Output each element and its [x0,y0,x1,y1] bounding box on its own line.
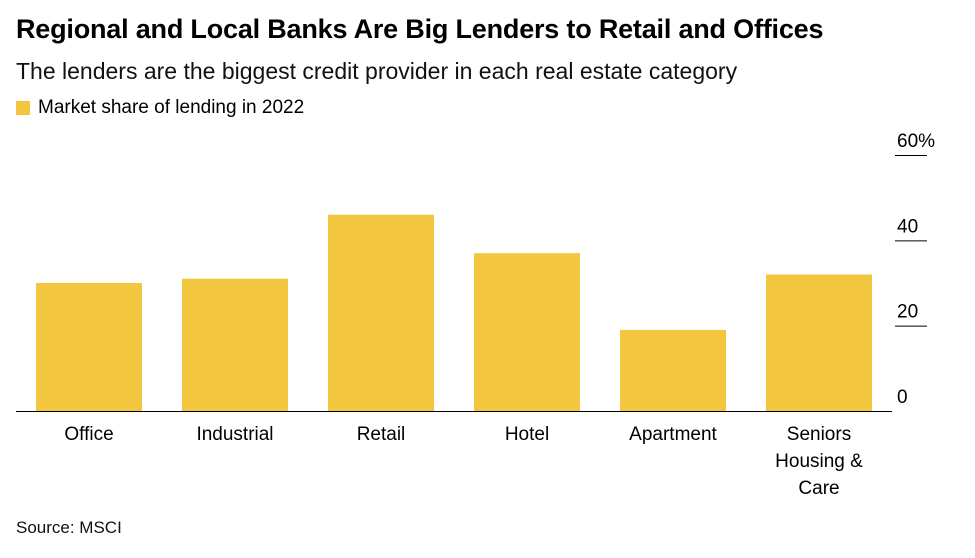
chart-title: Regional and Local Banks Are Big Lenders… [16,14,824,44]
chart-subtitle: The lenders are the biggest credit provi… [16,58,738,84]
legend: Market share of lending in 2022 [16,97,304,119]
bar-office [36,283,142,411]
x-tick-label: Office [64,424,113,445]
x-tick-label: Retail [357,424,406,445]
x-tick-label: Industrial [196,424,273,445]
y-tick-label: 40 [897,216,918,237]
source-note: Source: MSCI [16,518,122,537]
bar-seniors-housing-care [766,274,872,411]
legend-label: Market share of lending in 2022 [38,97,305,118]
y-tick-label: 60% [897,131,935,152]
x-tick-label: Seniors Housing & Care [775,424,863,499]
bar-apartment [620,329,726,411]
legend-swatch [16,101,30,115]
bar-hotel [474,253,580,411]
x-tick-label: Apartment [629,424,717,445]
bar-retail [328,214,434,411]
y-tick-label: 0 [897,387,908,408]
y-tick-label: 20 [897,302,918,323]
x-tick-label: Hotel [505,424,549,445]
bar-industrial [182,278,288,411]
